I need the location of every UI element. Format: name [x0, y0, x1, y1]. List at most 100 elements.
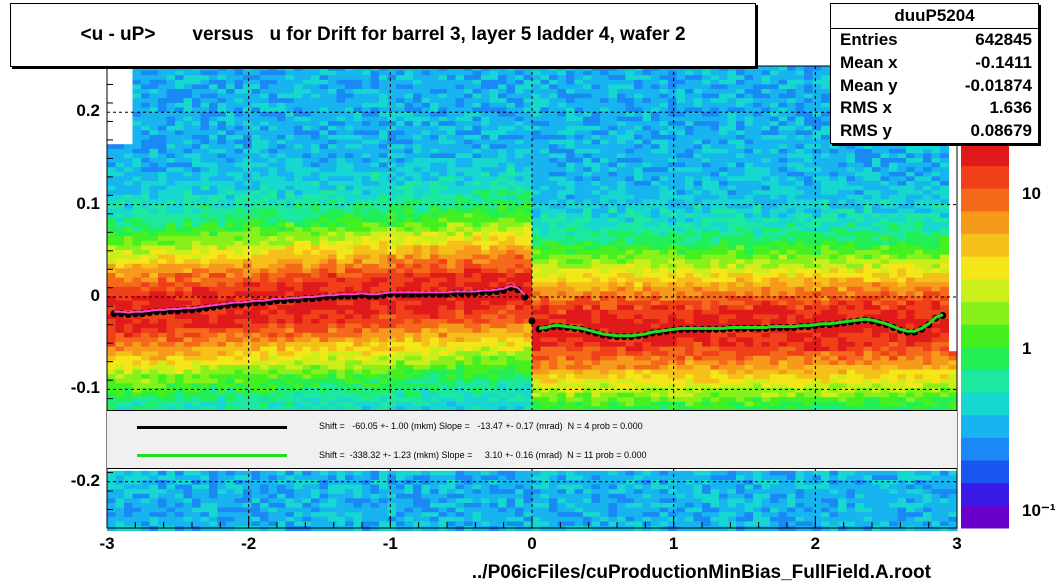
heatmap-cell: [464, 286, 473, 292]
heatmap-cell: [387, 139, 397, 145]
heatmap-cell: [447, 162, 456, 168]
heatmap-cell: [489, 337, 499, 343]
heatmap-cell: [234, 190, 244, 196]
heatmap-cell: [362, 314, 371, 320]
heatmap-cell: [158, 516, 167, 522]
heatmap-cell: [183, 291, 193, 297]
heatmap-cell: [175, 135, 184, 141]
heatmap-cell: [523, 286, 533, 292]
heatmap-cell: [200, 498, 210, 504]
heatmap-cell: [455, 521, 465, 527]
heatmap-cell: [217, 112, 227, 118]
heatmap-cell: [294, 475, 303, 481]
heatmap-cell: [166, 507, 176, 513]
heatmap-cell: [107, 236, 116, 242]
heatmap-cell: [464, 222, 473, 228]
heatmap-cell: [285, 93, 295, 99]
heatmap-cell: [574, 503, 584, 509]
heatmap-cell: [302, 222, 312, 228]
heatmap-cell: [217, 79, 227, 85]
heatmap-cell: [421, 360, 431, 366]
heatmap-cell: [200, 286, 210, 292]
heatmap-cell: [515, 332, 524, 338]
heatmap-cell: [557, 70, 567, 76]
heatmap-cell: [234, 231, 244, 237]
heatmap-cell: [243, 176, 252, 182]
heatmap-cell: [141, 259, 150, 265]
heatmap-cell: [404, 480, 414, 486]
heatmap-cell: [158, 475, 167, 481]
heatmap-cell: [362, 153, 371, 159]
heatmap-cell: [285, 236, 295, 242]
heatmap-cell: [200, 300, 210, 306]
heatmap-cell: [515, 475, 524, 481]
heatmap-cell: [583, 135, 592, 141]
heatmap-cell: [549, 70, 558, 76]
heatmap-cell: [149, 208, 159, 214]
heatmap-cell: [217, 98, 227, 104]
heatmap-cell: [591, 125, 601, 131]
heatmap-cell: [277, 70, 286, 76]
heatmap-cell: [166, 480, 176, 486]
heatmap-cell: [302, 121, 312, 127]
heatmap-cell: [472, 342, 482, 348]
heatmap-cell: [243, 213, 252, 219]
heatmap-cell: [498, 507, 507, 513]
heatmap-cell: [540, 135, 550, 141]
heatmap-cell: [285, 282, 295, 288]
heatmap-cell: [319, 268, 329, 274]
heatmap-cell: [251, 305, 261, 311]
heatmap-cell: [243, 355, 252, 361]
heatmap-cell: [217, 332, 227, 338]
heatmap-cell: [532, 171, 541, 177]
heatmap-cell: [166, 355, 176, 361]
heatmap-cell: [396, 130, 405, 136]
heatmap-cell: [481, 526, 490, 532]
heatmap-cell: [421, 158, 431, 164]
heatmap-cell: [430, 75, 439, 81]
heatmap-cell: [472, 208, 482, 214]
heatmap-cell: [243, 162, 252, 168]
heatmap-cell: [217, 176, 227, 182]
heatmap-cell: [489, 489, 499, 495]
heatmap-cell: [540, 144, 550, 150]
heatmap-cell: [489, 521, 499, 527]
heatmap-cell: [277, 153, 286, 159]
heatmap-cell: [396, 102, 405, 108]
heatmap-cell: [413, 268, 422, 274]
heatmap-cell: [294, 512, 303, 518]
heatmap-cell: [430, 70, 439, 76]
heatmap-cell: [336, 392, 346, 398]
heatmap-cell: [464, 250, 473, 256]
heatmap-cell: [192, 167, 201, 173]
heatmap-cell: [481, 139, 490, 145]
heatmap-cell: [379, 521, 388, 527]
heatmap-cell: [251, 286, 261, 292]
heatmap-cell: [243, 263, 252, 269]
heatmap-cell: [396, 98, 405, 104]
heatmap-cell: [107, 231, 116, 237]
heatmap-cell: [268, 392, 278, 398]
heatmap-cell: [379, 190, 388, 196]
heatmap-cell: [472, 167, 482, 173]
heatmap-cell: [328, 167, 337, 173]
heatmap-cell: [183, 79, 193, 85]
heatmap-cell: [523, 102, 533, 108]
heatmap-cell: [328, 121, 337, 127]
heatmap-cell: [421, 263, 431, 269]
heatmap-cell: [311, 470, 320, 476]
heatmap-cell: [447, 259, 456, 265]
heatmap-cell: [413, 323, 422, 329]
heatmap-cell: [226, 153, 235, 159]
heatmap-cell: [226, 227, 235, 233]
heatmap-cell: [370, 263, 380, 269]
heatmap-cell: [200, 204, 210, 210]
heatmap-cell: [209, 75, 218, 81]
heatmap-cell: [217, 480, 227, 486]
heatmap-cell: [362, 300, 371, 306]
heatmap-cell: [396, 208, 405, 214]
heatmap-cell: [192, 286, 201, 292]
heatmap-cell: [243, 75, 252, 81]
heatmap-cell: [379, 176, 388, 182]
heatmap-cell: [421, 144, 431, 150]
